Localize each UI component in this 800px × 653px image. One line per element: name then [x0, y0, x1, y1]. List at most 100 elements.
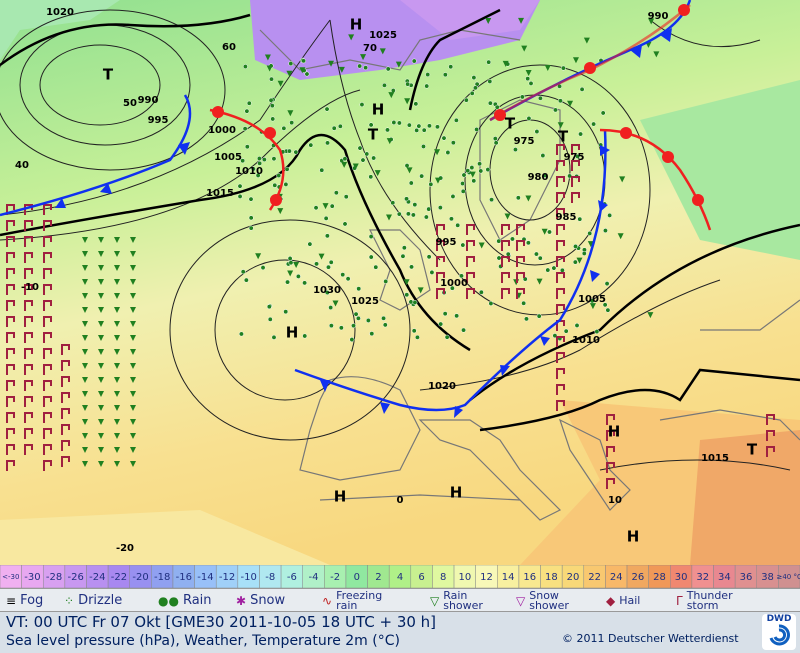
- pressure-label: T: [368, 126, 379, 144]
- pressure-label: 985: [556, 212, 577, 223]
- rain-dot: [383, 278, 389, 284]
- rain-dot: [340, 272, 346, 278]
- rain-dot: [355, 315, 361, 321]
- rain-dot: [240, 158, 246, 164]
- scale-label: 2: [375, 572, 381, 583]
- rain-dot: [591, 121, 597, 127]
- front-semicircle: [212, 106, 224, 118]
- pressure-label: H: [350, 16, 363, 34]
- shower-symbol: [98, 405, 104, 411]
- front-semicircle: [264, 127, 276, 139]
- rain-dot: [414, 127, 420, 133]
- shower-symbol: [82, 405, 88, 411]
- rain-dot: [442, 72, 448, 78]
- rain-dot: [256, 156, 262, 161]
- thunderstorm-symbol: [556, 352, 565, 363]
- legend-item: ⁘ Drizzle: [64, 590, 122, 612]
- rain-dot: [319, 167, 325, 173]
- front-triangle: [100, 183, 112, 194]
- rain-dot: [338, 325, 344, 331]
- pressure-label: 1025: [351, 296, 379, 307]
- rain-dot: [575, 154, 581, 159]
- pressure-label: 990: [138, 95, 159, 106]
- isobar: [0, 19, 331, 216]
- rain-dot: [471, 75, 477, 81]
- rain-dot: [525, 76, 531, 82]
- rain-dot: [602, 302, 608, 308]
- scale-label: -18: [154, 572, 170, 583]
- pressure-label: -10: [21, 282, 39, 293]
- scale-label: 20: [567, 572, 580, 583]
- thunderstorm-symbol: [766, 430, 775, 441]
- shower-symbol: [287, 270, 294, 277]
- thunderstorm-symbol: [516, 256, 525, 267]
- rain-dot: [605, 307, 611, 313]
- shower-symbol: [576, 257, 583, 264]
- shower-symbol: [130, 391, 136, 397]
- rain-dot: [261, 157, 267, 163]
- rain-dot: [438, 321, 444, 327]
- rain-dot: [237, 193, 243, 199]
- thunderstorm-symbol: [61, 440, 70, 451]
- isobar-bold: [0, 133, 471, 352]
- shower-symbol: [130, 349, 136, 355]
- legend-item: Γ Thunder storm: [676, 590, 747, 612]
- pressure-label: 1015: [206, 188, 234, 199]
- shower-symbol: [525, 70, 532, 77]
- shower-symbol: [82, 265, 88, 271]
- shower-symbol: [434, 149, 441, 156]
- thunderstorm-symbol: [61, 424, 70, 435]
- shower-symbol: [293, 261, 300, 268]
- thunderstorm-symbol: [556, 240, 565, 251]
- shower-symbol: [388, 92, 395, 99]
- rain-dot: [423, 214, 429, 220]
- shower-symbol: [98, 251, 104, 257]
- rain-dot: [271, 156, 277, 162]
- rain-dot: [269, 76, 274, 82]
- shower-symbol: [130, 307, 136, 313]
- rain-dot: [382, 322, 388, 328]
- rain-dot: [478, 289, 484, 295]
- shower-symbol: [255, 253, 262, 260]
- thunderstorm-symbol: [43, 204, 52, 215]
- rain-dot: [559, 267, 565, 273]
- rain-dot: [371, 155, 377, 161]
- legend-label: Snow: [250, 593, 286, 608]
- shower-symbol: [82, 251, 88, 257]
- thunderstorm-symbol: [571, 144, 580, 155]
- rain-dot: [444, 334, 450, 340]
- rain-dot: [408, 180, 414, 186]
- thunderstorm-symbol: [24, 380, 33, 391]
- legend-icon: ∿: [322, 594, 333, 608]
- thunderstorm-symbol: [436, 256, 445, 267]
- copyright: © 2011 Deutscher Wetterdienst: [562, 632, 739, 645]
- rain-dot: [401, 245, 407, 251]
- rain-dot: [448, 64, 454, 70]
- shower-symbol: [130, 363, 136, 369]
- front-triangle: [540, 336, 550, 346]
- rain-dot: [410, 212, 416, 218]
- rain-dot: [429, 269, 435, 275]
- pressure-label: T: [505, 115, 516, 133]
- shower-symbol: [648, 18, 655, 25]
- thunderstorm-symbol: [61, 376, 70, 387]
- rain-dot: [416, 123, 422, 129]
- legend-item: ▽ Snow shower: [516, 590, 589, 612]
- coastline: [319, 494, 521, 501]
- legend-icon: ▽: [516, 594, 526, 608]
- rain-dot: [240, 269, 246, 275]
- rain-dot: [283, 309, 289, 315]
- rain-dot: [469, 90, 475, 96]
- rain-dot: [382, 82, 387, 88]
- shower-symbol: [82, 293, 88, 299]
- thunderstorm-symbol: [24, 348, 33, 359]
- thunderstorm-symbol: [43, 316, 52, 327]
- thunderstorm-symbol: [43, 380, 52, 391]
- shower-symbol: [485, 18, 492, 25]
- pressure-label: H: [627, 528, 640, 546]
- thunderstorm-symbol: [43, 428, 52, 439]
- shower-symbol: [130, 279, 136, 285]
- legend-icon: ▽: [430, 594, 440, 608]
- pressure-label: T: [747, 441, 758, 459]
- front-semicircle: [620, 127, 632, 139]
